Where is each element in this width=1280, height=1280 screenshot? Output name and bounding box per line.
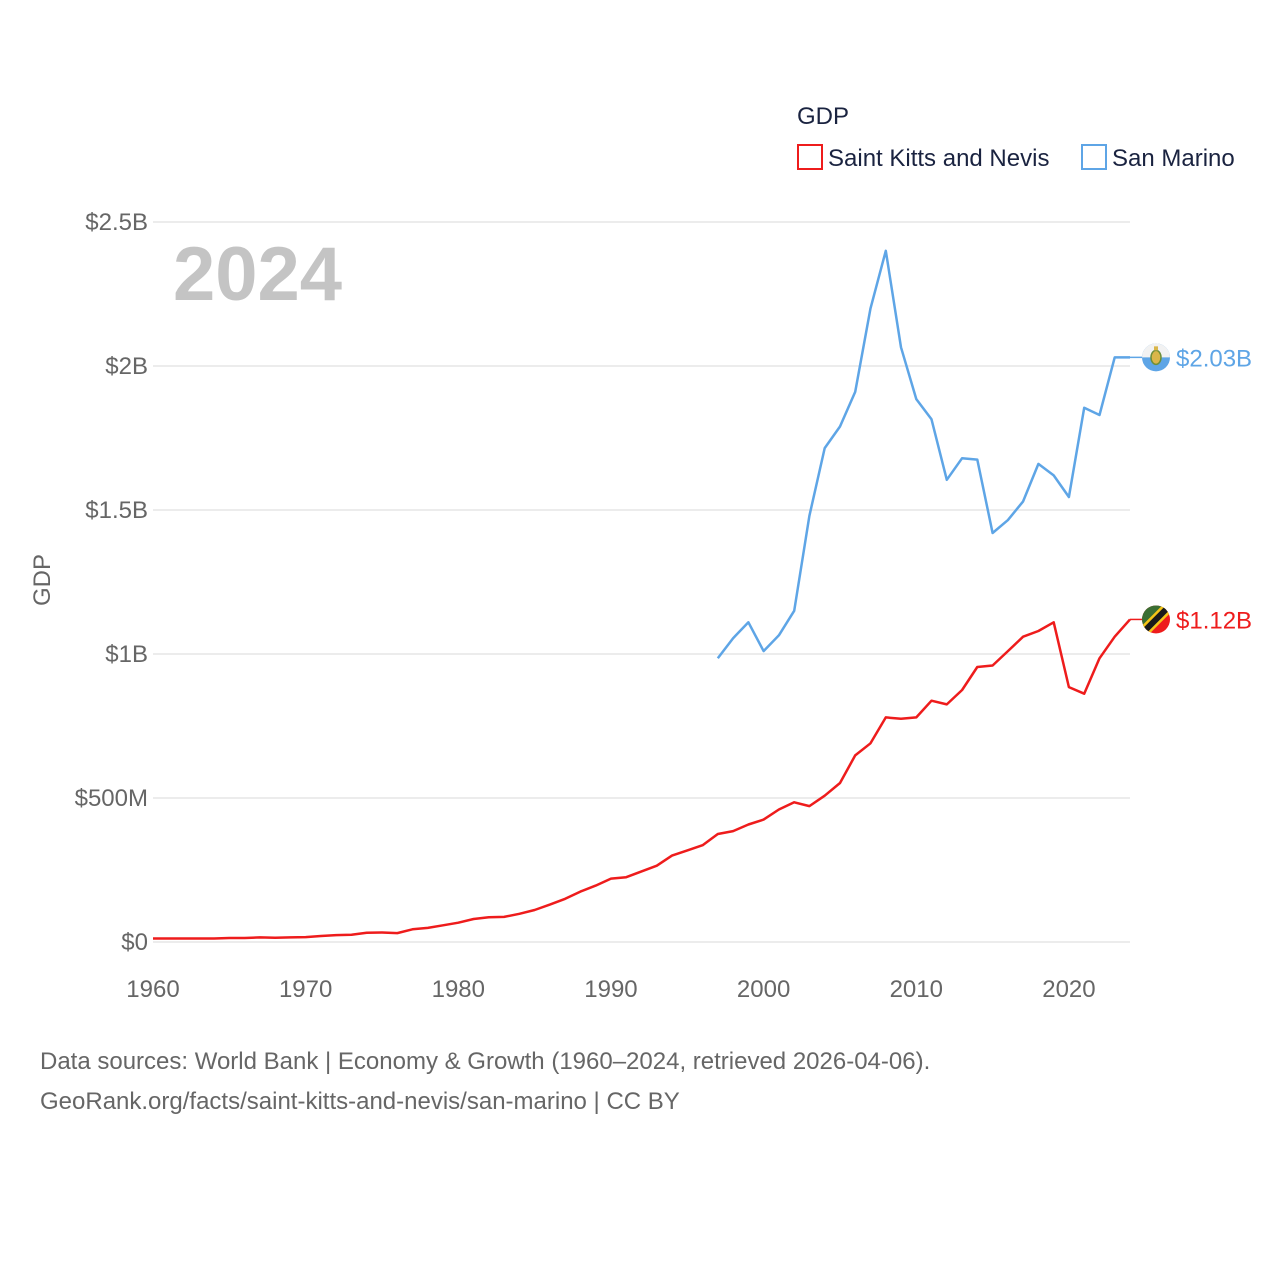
x-tick-1980: 1980 [432,976,485,1003]
x-tick-2000: 2000 [737,976,790,1003]
grid-lines [153,221,1130,943]
source-footer: Data sources: World Bank | Economy & Gro… [40,1042,930,1122]
x-tick-1970: 1970 [279,976,332,1003]
legend-swatch-saint-kitts-and-nevis [797,144,823,170]
x-tick-1960: 1960 [126,976,179,1003]
end-label-san-marino: $2.03B [1176,345,1252,372]
legend-item-san-marino[interactable]: San Marino [1081,144,1235,172]
y-tick-500m: $500M [75,785,148,812]
saint-kitts-and-nevis-flag-icon [1142,605,1170,634]
end-label-saint-kitts-and-nevis: $1.12B [1176,607,1252,634]
gdp-line-chart: $0 $500M $1B $1.5B $2B $2.5B 1960 1970 1980 1990… [29,103,1252,1003]
footer-link[interactable]: GeoRank.org/facts/saint-kitts-and-nevis/… [40,1088,680,1115]
legend: GDP Saint Kitts and Nevis San Marino [797,103,1235,172]
footer-sources: Data sources: World Bank | Economy & Gro… [40,1048,931,1075]
legend-label-san-marino: San Marino [1112,145,1235,172]
y-tick-2b: $2B [105,353,148,380]
series-line-san-marino [716,249,1130,660]
year-watermark: 2024 [173,232,342,317]
y-axis-label: GDP [29,554,56,606]
y-tick-1b: $1B [105,641,148,668]
x-axis-ticks: 1960 1970 1980 1990 2000 2010 2020 [126,976,1095,1003]
y-tick-2-5b: $2.5B [85,209,148,236]
x-tick-2020: 2020 [1042,976,1095,1003]
x-tick-2010: 2010 [890,976,943,1003]
series-end-labels: $1.12B $2.03B [1130,343,1252,634]
y-axis-ticks: $0 $500M $1B $1.5B $2B $2.5B [75,209,148,956]
x-tick-1990: 1990 [584,976,637,1003]
series-lines [153,249,1131,940]
legend-item-saint-kitts-and-nevis[interactable]: Saint Kitts and Nevis [797,144,1049,172]
legend-label-saint-kitts-and-nevis: Saint Kitts and Nevis [828,145,1049,172]
san-marino-flag-icon [1142,343,1170,372]
series-line-saint-kitts-and-nevis [153,618,1131,940]
y-tick-1-5b: $1.5B [85,497,148,524]
legend-title: GDP [797,103,849,130]
legend-swatch-san-marino [1081,144,1107,170]
y-tick-0: $0 [121,929,148,956]
